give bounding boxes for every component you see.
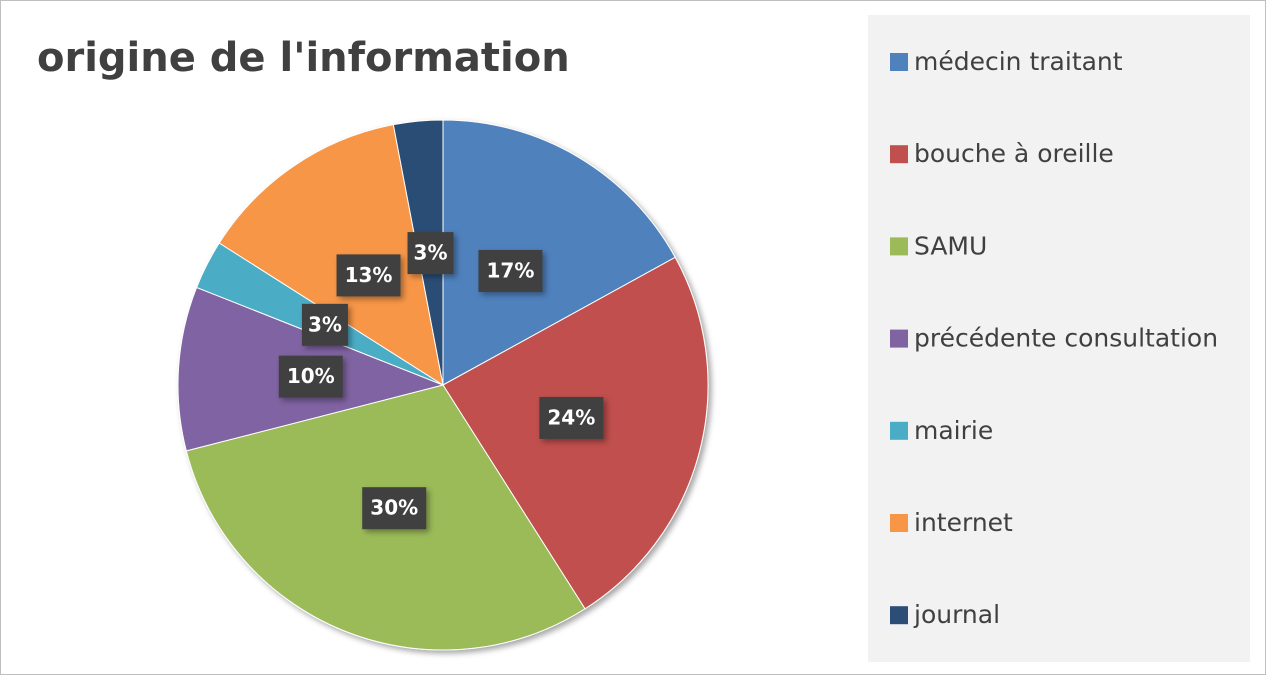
legend-label: bouche à oreille xyxy=(914,139,1114,168)
data-label-box xyxy=(362,487,427,530)
legend: médecin traitant bouche à oreille SAMU préc… xyxy=(890,47,1218,629)
data-label: 3% xyxy=(308,312,342,336)
data-label: 3% xyxy=(414,241,448,265)
legend-swatch xyxy=(890,329,908,348)
chart-title: origine de l'information xyxy=(37,35,570,81)
data-label: 17% xyxy=(487,258,535,282)
legend-swatch xyxy=(890,145,908,164)
pie xyxy=(177,119,709,651)
legend-label: internet xyxy=(914,508,1013,537)
data-labels: 17% 24% 30% 10% 3% 13% 3% xyxy=(278,232,604,530)
legend-label: SAMU xyxy=(914,231,987,260)
data-label-box xyxy=(478,249,543,292)
data-label: 13% xyxy=(345,263,393,287)
legend-swatch xyxy=(890,53,908,71)
data-label-box xyxy=(301,303,348,346)
legend-label: médecin traitant xyxy=(914,47,1123,76)
legend-swatch xyxy=(890,514,908,532)
data-label: 30% xyxy=(370,496,418,520)
legend-label: précédente consultation xyxy=(914,324,1218,353)
pie-slice xyxy=(442,119,676,386)
data-label-box xyxy=(539,396,604,439)
legend-panel xyxy=(868,15,1250,662)
legend-label: mairie xyxy=(914,416,993,445)
legend-swatch xyxy=(890,237,908,256)
data-label: 10% xyxy=(287,364,335,388)
data-label-box xyxy=(278,355,343,398)
data-label-box xyxy=(336,254,401,297)
data-label: 24% xyxy=(547,405,595,429)
legend-swatch xyxy=(890,421,908,440)
legend-swatch xyxy=(890,606,908,625)
pie-slice xyxy=(218,124,444,387)
data-label-box xyxy=(407,232,454,275)
legend-label: journal xyxy=(913,600,1000,629)
